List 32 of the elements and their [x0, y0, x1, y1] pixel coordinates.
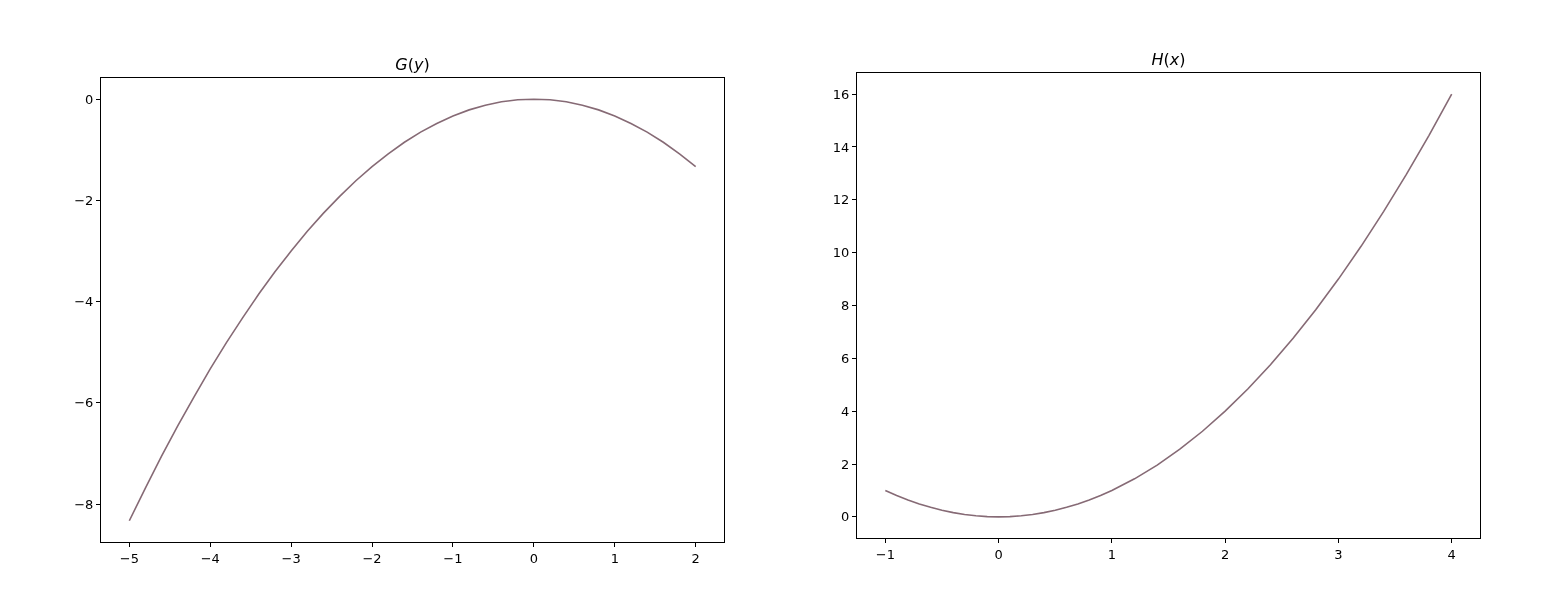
y-tick-label: −8 [74, 496, 94, 512]
x-tick-label: 3 [1334, 546, 1343, 562]
x-tick-label: 4 [1447, 546, 1456, 562]
y-tick-label: 10 [832, 245, 850, 261]
x-tick-label: −1 [875, 546, 895, 562]
x-tick-label: 0 [529, 550, 538, 566]
y-tick-label: 16 [832, 86, 850, 102]
y-tick-label: 12 [832, 192, 850, 208]
y-tick-label: 4 [841, 403, 850, 419]
y-tick-label: 2 [841, 456, 850, 472]
x-tick-label: −4 [200, 550, 220, 566]
y-tick-label: 8 [841, 298, 850, 314]
chart-title: H(x) [1151, 50, 1186, 69]
x-tick-label: −2 [362, 550, 382, 566]
line-series [884, 93, 1453, 518]
x-tick-label: 0 [994, 546, 1003, 562]
chart-title: G(y) [395, 55, 430, 74]
x-tick-label: −3 [281, 550, 301, 566]
y-tick-label: −4 [74, 294, 94, 310]
y-tick-label: 6 [841, 350, 850, 366]
x-tick-label: 1 [610, 550, 619, 566]
y-tick-label: 0 [841, 509, 850, 525]
y-tick-label: −6 [74, 395, 94, 411]
x-tick-label: −1 [443, 550, 463, 566]
y-tick-label: 0 [85, 91, 94, 107]
x-tick-label: 2 [691, 550, 700, 566]
y-tick-label: 14 [832, 139, 850, 155]
x-tick-label: 1 [1107, 546, 1116, 562]
line-series [128, 98, 697, 522]
x-tick-label: 2 [1221, 546, 1230, 562]
x-tick-label: −5 [119, 550, 139, 566]
y-tick-label: −2 [74, 193, 94, 208]
